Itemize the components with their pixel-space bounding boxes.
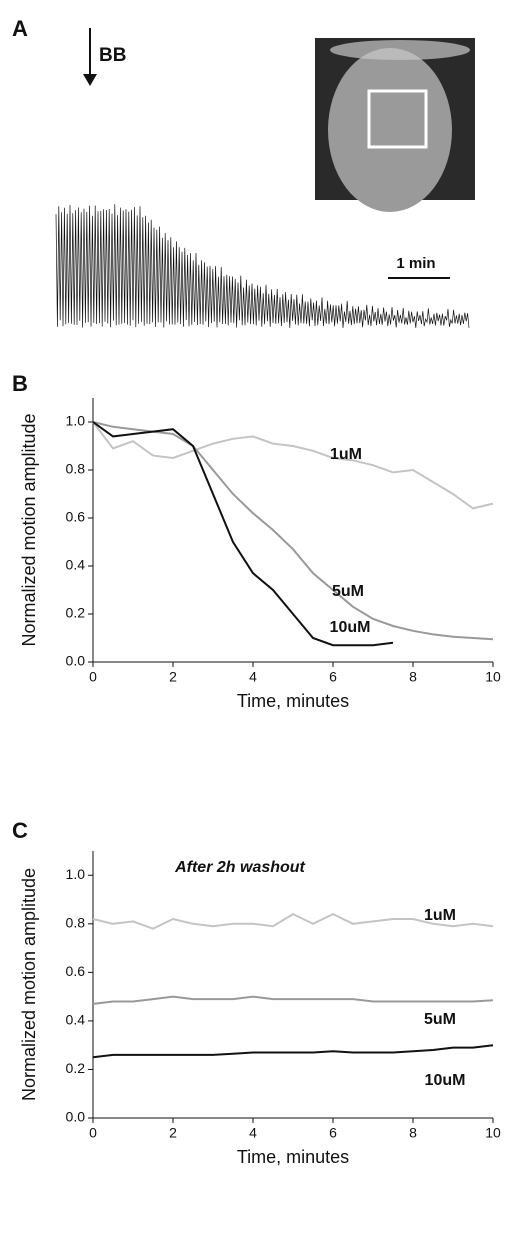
x-tick-label: 10 xyxy=(485,669,501,685)
y-tick-label: 0.2 xyxy=(66,605,86,621)
y-tick-label: 0.8 xyxy=(66,915,86,931)
x-axis-label: Time, minutes xyxy=(237,1147,349,1167)
y-tick-label: 0.6 xyxy=(66,509,86,525)
panel-label: B xyxy=(12,371,28,396)
scale-bar-label: 1 min xyxy=(396,255,435,272)
series-label: 10uM xyxy=(425,1072,466,1089)
arrow-head xyxy=(83,74,97,86)
series-label: 5uM xyxy=(424,1011,456,1028)
y-axis-label: Normalized motion amplitude xyxy=(19,413,39,646)
series-label: 10uM xyxy=(330,619,371,636)
x-tick-label: 0 xyxy=(89,1125,97,1141)
series-line xyxy=(92,912,494,930)
x-tick-label: 4 xyxy=(249,1125,257,1141)
y-tick-label: 0.4 xyxy=(66,557,86,573)
y-tick-label: 0.8 xyxy=(66,461,86,477)
heart-shape xyxy=(328,48,452,212)
x-tick-label: 6 xyxy=(329,669,337,685)
drug-label: BB xyxy=(99,45,126,66)
tissue xyxy=(330,40,470,60)
x-tick-label: 2 xyxy=(169,1125,177,1141)
series-line xyxy=(92,421,394,647)
series-line xyxy=(92,421,494,641)
y-tick-label: 0.2 xyxy=(66,1060,86,1076)
y-tick-label: 0.4 xyxy=(66,1012,86,1028)
x-axis-label: Time, minutes xyxy=(237,691,349,711)
x-tick-label: 10 xyxy=(485,1125,501,1141)
roi-box xyxy=(367,89,428,149)
annotation: After 2h washout xyxy=(174,859,305,876)
series-line xyxy=(92,421,494,510)
x-tick-label: 8 xyxy=(409,1125,417,1141)
y-tick-label: 0.0 xyxy=(66,1109,86,1125)
y-tick-label: 0.6 xyxy=(66,963,86,979)
series-label: 5uM xyxy=(332,583,364,600)
x-tick-label: 0 xyxy=(89,669,97,685)
y-tick-label: 1.0 xyxy=(66,413,86,429)
trace-illustration xyxy=(55,204,470,328)
panel-label: C xyxy=(12,818,28,843)
x-tick-label: 4 xyxy=(249,669,257,685)
series-label: 1uM xyxy=(330,446,362,463)
y-tick-label: 0.0 xyxy=(66,653,86,669)
y-tick-label: 1.0 xyxy=(66,866,86,882)
y-axis-label: Normalized motion amplitude xyxy=(19,868,39,1101)
series-line xyxy=(92,995,494,1005)
series-line xyxy=(92,1044,494,1059)
x-tick-label: 6 xyxy=(329,1125,337,1141)
panel-label: A xyxy=(12,16,28,41)
series-label: 1uM xyxy=(424,907,456,924)
x-tick-label: 8 xyxy=(409,669,417,685)
x-tick-label: 2 xyxy=(169,669,177,685)
